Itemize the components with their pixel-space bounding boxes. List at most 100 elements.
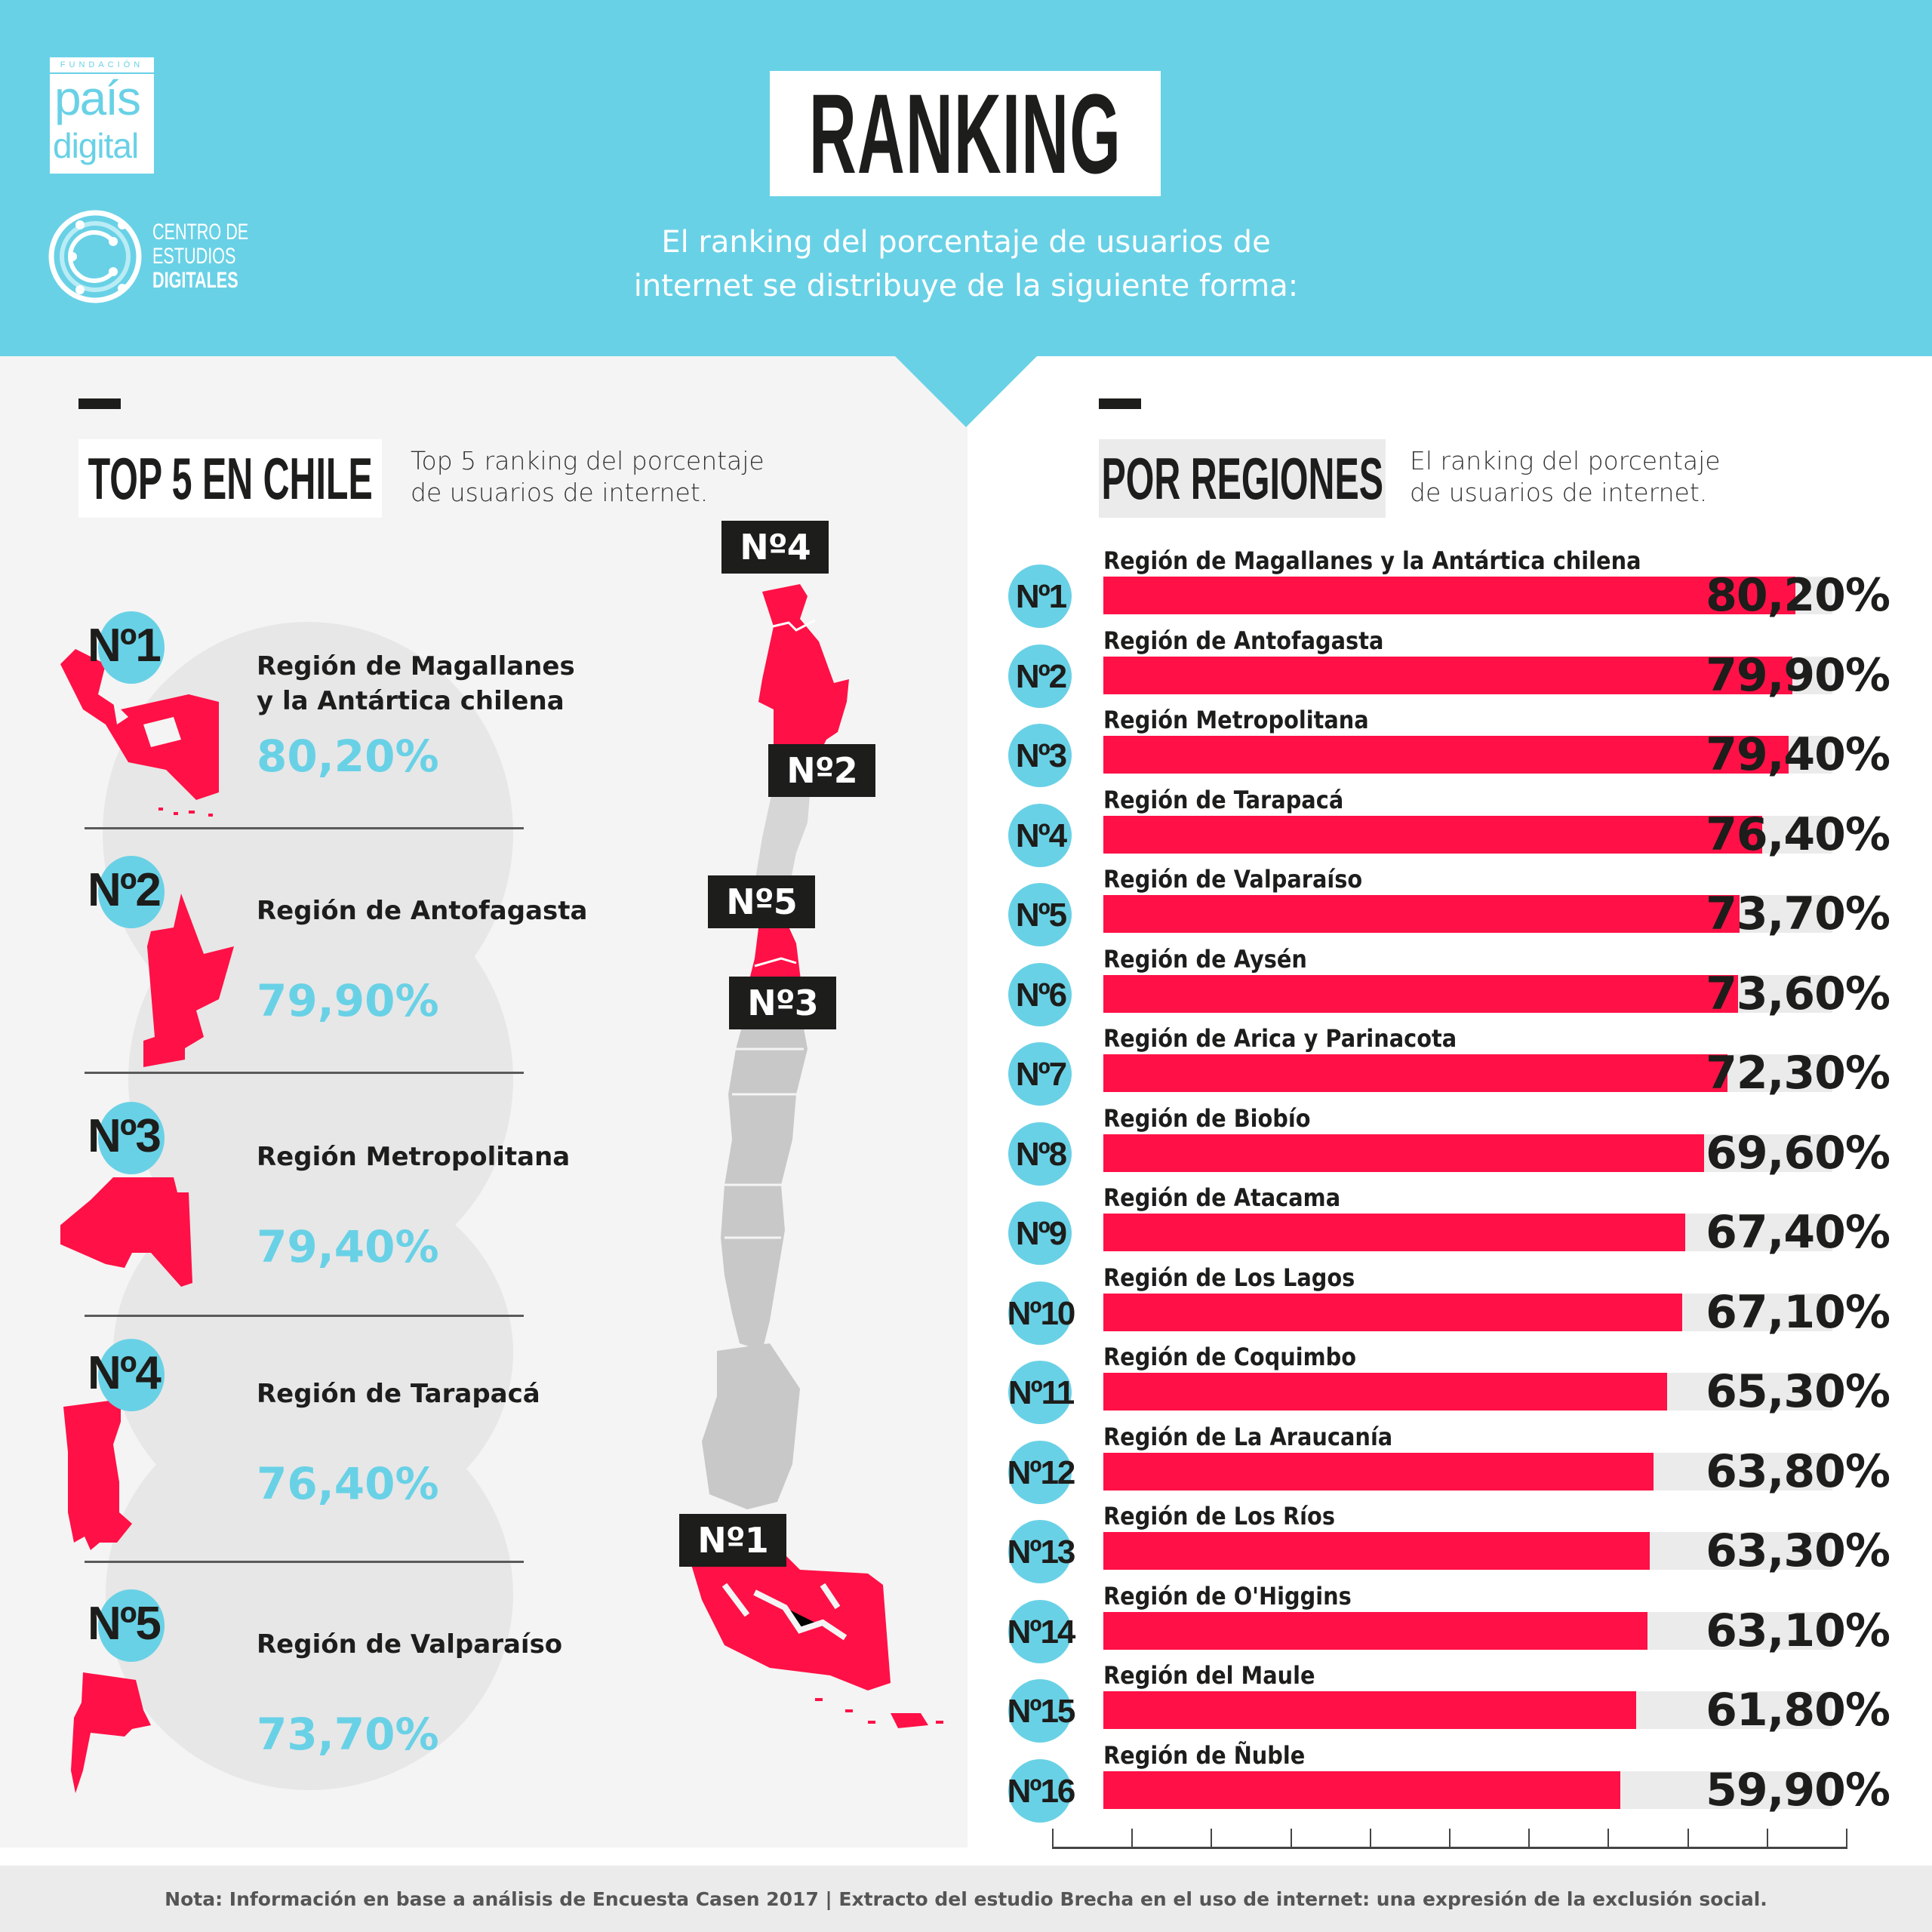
axis-tick xyxy=(1291,1829,1292,1847)
rank-number: Nº4 xyxy=(1015,817,1067,854)
subtitle-line-1: El ranking del porcentaje de usuarios de xyxy=(661,225,1271,260)
regiones-title: POR REGIONES xyxy=(1101,445,1383,512)
bar-track xyxy=(1103,1611,1832,1650)
bar-value: 59,90% xyxy=(1706,1763,1890,1817)
bar-value: 69,60% xyxy=(1706,1126,1890,1180)
region-name: Región de Aysén xyxy=(1103,944,1307,974)
region-name: Región Metropolitana xyxy=(1103,706,1369,734)
divider xyxy=(85,1561,524,1563)
bar-row: Nº11 Región de Coquimbo 65,30% xyxy=(968,1343,1932,1424)
map-tag-rank-2: Nº2 xyxy=(768,744,875,797)
bar-row: Nº12 Región de La Araucanía 63,80% xyxy=(968,1423,1932,1504)
bg-circle xyxy=(106,1398,513,1790)
region-name: Región de Los Lagos xyxy=(1103,1263,1355,1292)
rank-badge xyxy=(1008,1679,1072,1743)
region-name: Región Metropolitana xyxy=(257,1142,571,1172)
map-tag-rank-5: Nº5 xyxy=(708,875,815,928)
region-percentage: 80,20% xyxy=(257,731,439,782)
rank-badge xyxy=(1008,1361,1072,1424)
centro-estudios-digitales-logo: CENTRO DE ESTUDIOS DIGITALES xyxy=(47,208,258,306)
bar-value: 72,30% xyxy=(1706,1047,1890,1100)
rank-number: Nº16 xyxy=(1007,1772,1076,1810)
top5-item: Nº4 Región de Tarapacá 76,40% xyxy=(60,1339,589,1565)
rank-number: Nº11 xyxy=(1008,1374,1075,1411)
top5-desc-line-2: de usuarios de internet. xyxy=(411,478,709,507)
top5-panel: TOP 5 EN CHILE Top 5 ranking del porcent… xyxy=(0,356,968,1847)
rank-badge xyxy=(1008,962,1072,1026)
rank-number: Nº9 xyxy=(1015,1215,1067,1252)
rank-badge xyxy=(98,1102,165,1174)
rank-badge xyxy=(1008,724,1072,787)
ced-line-1: CENTRO DE xyxy=(152,220,249,245)
bar-value: 79,40% xyxy=(1706,728,1890,781)
top5-desc-line-1: Top 5 ranking del porcentaje xyxy=(411,446,764,475)
rank-badge xyxy=(1008,1440,1072,1504)
bar-value: 61,80% xyxy=(1706,1684,1890,1737)
rank-badge xyxy=(1008,1121,1072,1186)
magallanes-region-shape xyxy=(60,649,219,817)
bar-row: Nº13 Región de Los Ríos 63,30% xyxy=(968,1502,1932,1583)
rank-badge xyxy=(1008,644,1072,708)
rank-number: Nº13 xyxy=(1007,1534,1076,1571)
axis-tick xyxy=(1052,1829,1054,1847)
region-name: Región de Antofagasta xyxy=(257,896,588,926)
region-name: Región de Los Ríos xyxy=(1103,1502,1335,1531)
chile-map: Nº4 Nº2 Nº5 Nº3 Nº1 xyxy=(649,521,966,1834)
rank-number: Nº5 xyxy=(1015,897,1067,934)
region-name: Región de Tarapacá xyxy=(1103,785,1344,814)
rank-badge xyxy=(1008,1042,1072,1106)
bar-value: 79,90% xyxy=(1706,648,1890,702)
bar-track xyxy=(1103,1532,1832,1570)
rank-badge xyxy=(1008,1758,1072,1823)
page-subtitle: El ranking del porcentaje de usuarios de… xyxy=(528,220,1404,308)
axis-tick xyxy=(1687,1829,1689,1847)
fundacion-pais-digital-logo: FUNDACIÓN país digital xyxy=(50,57,154,174)
rank-number: Nº4 xyxy=(88,1347,162,1399)
map-tag-rank-3: Nº3 xyxy=(729,977,836,1029)
bar-track xyxy=(1103,736,1832,774)
region-percentage: 73,70% xyxy=(257,1709,439,1760)
axis-tick xyxy=(1528,1829,1530,1847)
top5-description: Top 5 ranking del porcentaje de usuarios… xyxy=(411,445,764,509)
axis-tick xyxy=(1211,1829,1212,1847)
axis-tick xyxy=(1131,1829,1133,1847)
tarapaca-region-shape xyxy=(63,1399,132,1550)
region-name: Región de Coquimbo xyxy=(1103,1343,1357,1371)
bar-value: 67,10% xyxy=(1706,1285,1890,1339)
rank-number: Nº12 xyxy=(1007,1454,1076,1491)
rank-badge xyxy=(1008,1201,1072,1265)
top5-title-box: TOP 5 EN CHILE xyxy=(78,439,382,518)
map-tag-rank-4: Nº4 xyxy=(721,521,829,574)
divider xyxy=(85,1315,524,1317)
axis-tick xyxy=(1607,1829,1609,1847)
bar-track xyxy=(1103,1054,1832,1092)
ced-circle-icon xyxy=(48,210,142,303)
bar-row: Nº2 Región de Antofagasta 79,90% xyxy=(968,626,1932,708)
region-percentage: 79,90% xyxy=(257,975,439,1026)
bar-track xyxy=(1103,1214,1832,1251)
bar-row: Nº7 Región de Arica y Parinacota 72,30% xyxy=(968,1024,1932,1106)
axis-tick xyxy=(1846,1829,1847,1847)
rank-number: Nº2 xyxy=(1015,657,1067,695)
bar-value: 73,70% xyxy=(1706,888,1890,940)
header-pointer xyxy=(895,356,1037,427)
rank-badge xyxy=(98,1589,165,1662)
bar-row: Nº10 Región de Los Lagos 67,10% xyxy=(968,1263,1932,1345)
bar-row: Nº3 Región Metropolitana 79,40% xyxy=(968,706,1932,787)
top5-item: Nº1 Región de Magallanes y la Antártica … xyxy=(60,611,589,838)
region-name: Región de Arica y Parinacota xyxy=(1103,1024,1457,1053)
rank-badge xyxy=(1008,565,1072,628)
bar-row: Nº9 Región de Atacama 67,40% xyxy=(968,1183,1932,1265)
bar-fill xyxy=(1103,974,1738,1013)
rank-badge xyxy=(98,856,165,928)
bar-track xyxy=(1103,1373,1832,1411)
region-name: Región de O'Higgins xyxy=(1103,1581,1352,1611)
region-percentage: 79,40% xyxy=(257,1221,439,1272)
rank-badge xyxy=(1008,1281,1072,1345)
region-name: Región de Atacama xyxy=(1103,1183,1341,1212)
bar-track xyxy=(1103,974,1832,1013)
rank-number: Nº1 xyxy=(88,620,162,672)
regiones-title-box: POR REGIONES xyxy=(1099,439,1386,518)
rank-badge xyxy=(1008,1599,1072,1663)
bar-row: Nº5 Región de Valparaíso 73,70% xyxy=(968,865,1932,946)
